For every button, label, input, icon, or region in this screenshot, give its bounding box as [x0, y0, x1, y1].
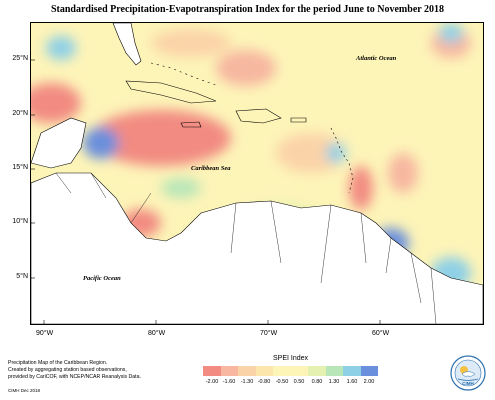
- cimh-logo: CIMH: [450, 355, 486, 391]
- legend-swatch: [290, 366, 308, 376]
- cuba-outline: [125, 80, 217, 104]
- legend-swatch: [255, 366, 273, 376]
- legend-tick: -0.80: [257, 379, 271, 385]
- map-title: Standardised Precipitation-Evapotranspir…: [50, 4, 445, 15]
- legend-swatch: [203, 366, 221, 376]
- legend-tick: -1.30: [240, 379, 254, 385]
- central-south-america-land: [31, 172, 483, 324]
- legend-swatch: [238, 366, 256, 376]
- bahamas-outline: [150, 62, 217, 86]
- label-atlantic-ocean: Atlantic Ocean: [356, 55, 397, 62]
- legend-swatch: [308, 366, 326, 376]
- lat-tick-5n: 5°N: [16, 273, 28, 280]
- legend-tick: 0.80: [311, 379, 323, 385]
- legend-swatch: [360, 366, 378, 376]
- credit-date: CIMH Dec 2018: [8, 388, 41, 393]
- legend-swatch: [273, 366, 291, 376]
- jamaica-outline: [180, 121, 202, 128]
- credit-text: Precipitation Map of the Caribbean Regio…: [8, 360, 168, 380]
- lon-tick-70w: 70°W: [260, 330, 278, 337]
- yucatan-land: [31, 117, 87, 169]
- label-caribbean-sea: Caribbean Sea: [191, 165, 231, 172]
- lat-tick-15n: 15°N: [12, 164, 28, 171]
- label-pacific-ocean: Pacific Ocean: [83, 275, 121, 282]
- legend-tick: -0.50: [275, 379, 289, 385]
- hispaniola-outline: [235, 108, 282, 124]
- legend-tick: -2.00: [205, 379, 219, 385]
- credit-line-1: Precipitation Map of the Caribbean Regio…: [8, 360, 108, 366]
- puerto-rico-outline: [290, 117, 307, 123]
- axis-ticks: [31, 59, 381, 324]
- logo-text: CIMH: [462, 381, 474, 386]
- spei-map: Atlantic Ocean Caribbean Sea Pacific Oce…: [30, 22, 484, 325]
- legend-swatch: [343, 366, 361, 376]
- lon-tick-90w: 90°W: [36, 330, 54, 337]
- lon-tick-80w: 80°W: [148, 330, 166, 337]
- lon-tick-60w: 60°W: [372, 330, 390, 337]
- florida-land: [112, 23, 142, 66]
- lat-tick-10n: 10°N: [12, 218, 28, 225]
- legend-colorbar: [203, 366, 378, 376]
- spei-map-graphic: [31, 23, 483, 324]
- legend-swatch: [220, 366, 238, 376]
- legend-title: SPEI Index: [272, 355, 309, 362]
- country-borders: [55, 172, 437, 324]
- legend-tick: -1.60: [222, 379, 236, 385]
- legend-tick: 2.00: [363, 379, 375, 385]
- legend-tick-labels: -2.00 -1.60 -1.30 -0.80 -0.50 0.50 0.80 …: [203, 379, 378, 387]
- legend-tick: 1.30: [328, 379, 340, 385]
- legend-tick: 0.50: [293, 379, 305, 385]
- credit-line-2: Created by aggregating station based obs…: [8, 366, 127, 373]
- legend-swatch: [325, 366, 343, 376]
- credit-line-3: provided by CariCOF, with NCEP/NCAR Rean…: [8, 373, 141, 380]
- legend-tick: 1.60: [346, 379, 358, 385]
- lat-tick-25n: 25°N: [12, 55, 28, 62]
- lat-tick-20n: 20°N: [12, 110, 28, 117]
